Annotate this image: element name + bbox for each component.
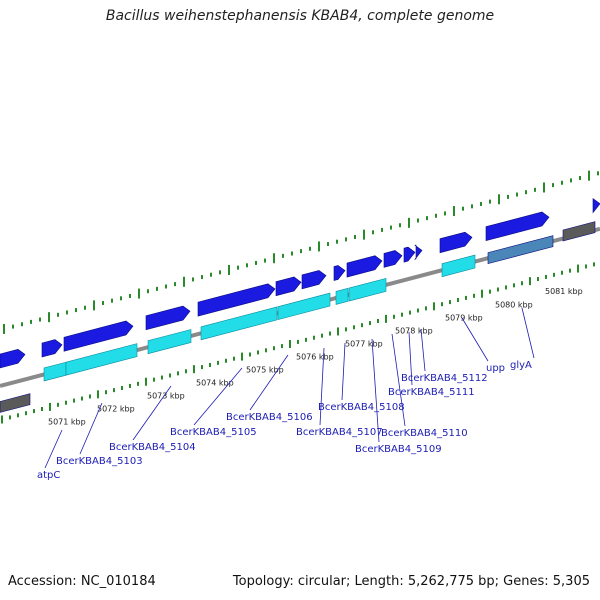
kbp-tick-label: 5073 kbp (147, 391, 185, 400)
gene-leader-line (420, 328, 426, 372)
gene-leader-line (461, 317, 489, 362)
forward-gene-arrow (485, 211, 550, 242)
forward-gene-arrow (197, 283, 276, 317)
other-feature (0, 393, 31, 413)
forward-gene-arrow (0, 348, 26, 369)
gene-label: BcerKBAB4_5111 (388, 387, 475, 398)
forward-gene-arrow (301, 270, 327, 290)
gene-label: BcerKBAB4_5108 (318, 402, 405, 413)
kbp-tick-label: 5074 kbp (196, 379, 234, 388)
gene-label: BcerKBAB4_5109 (355, 444, 442, 455)
gene-label: BcerKBAB4_5110 (381, 428, 468, 439)
gene-label: BcerKBAB4_5105 (170, 427, 257, 438)
gene-label: upp (486, 363, 505, 374)
forward-gene-arrow (592, 198, 600, 214)
cds-feature (335, 287, 349, 305)
cds-feature (43, 361, 67, 382)
cds-feature (200, 306, 278, 341)
other-feature (562, 221, 596, 242)
gene-leader-line (319, 347, 325, 426)
forward-gene-arrow (383, 250, 403, 268)
gene-leader-line (521, 307, 535, 359)
kbp-tick-label: 5078 kbp (395, 327, 433, 336)
gene-leader-line (249, 354, 289, 411)
gene-leader-line (408, 331, 413, 386)
kbp-tick-label: 5080 kbp (495, 300, 533, 309)
kbp-tick-label: 5081 kbp (545, 287, 583, 296)
forward-gene-arrow (145, 305, 191, 331)
forward-gene-arrow (439, 231, 473, 254)
gene-label: BcerKBAB4_5106 (226, 412, 313, 423)
kbp-tick-label: 5079 kbp (445, 313, 483, 322)
forward-gene-arrow (63, 320, 134, 352)
gene-leader-line (391, 333, 406, 427)
gene-label: BcerKBAB4_5112 (401, 373, 488, 384)
gene-leader-line (132, 385, 172, 441)
rna-feature (487, 235, 554, 265)
cds-feature (277, 292, 331, 321)
forward-gene-arrow (275, 276, 302, 297)
kbp-tick-label: 5072 kbp (97, 405, 135, 414)
forward-gene-arrow (333, 265, 346, 281)
forward-gene-arrow (41, 339, 63, 358)
kbp-tick-label: 5077 kbp (345, 340, 383, 349)
kbp-tick-label: 5075 kbp (246, 366, 284, 375)
forward-gene-arrow (414, 244, 423, 260)
genome-title: Bacillus weihenstephanensis KBAB4, compl… (105, 8, 495, 24)
gene-leader-line (79, 402, 103, 455)
cds-feature (348, 277, 387, 302)
cds-feature (441, 254, 476, 278)
topology-text: Topology: circular; Length: 5,262,775 bp… (232, 574, 590, 589)
forward-gene-arrow (346, 255, 383, 278)
gene-label: atpC (37, 470, 60, 481)
forward-gene-arrow (403, 246, 416, 263)
kbp-tick-label: 5071 kbp (48, 417, 86, 426)
gene-label: BcerKBAB4_5107 (296, 427, 383, 438)
gene-leader-line (193, 367, 243, 426)
gene-leader-line (341, 342, 346, 401)
gene-label: BcerKBAB4_5103 (56, 456, 143, 467)
kbp-tick-label: 5076 kbp (296, 352, 334, 361)
gene-leader-line (371, 338, 380, 443)
accession-text: Accession: NC_010184 (8, 574, 156, 589)
gene-label: BcerKBAB4_5104 (109, 442, 196, 453)
gene-label: glyA (510, 360, 532, 371)
cds-feature (147, 329, 192, 355)
cds-feature (65, 343, 138, 376)
gene-leader-line (44, 429, 63, 469)
